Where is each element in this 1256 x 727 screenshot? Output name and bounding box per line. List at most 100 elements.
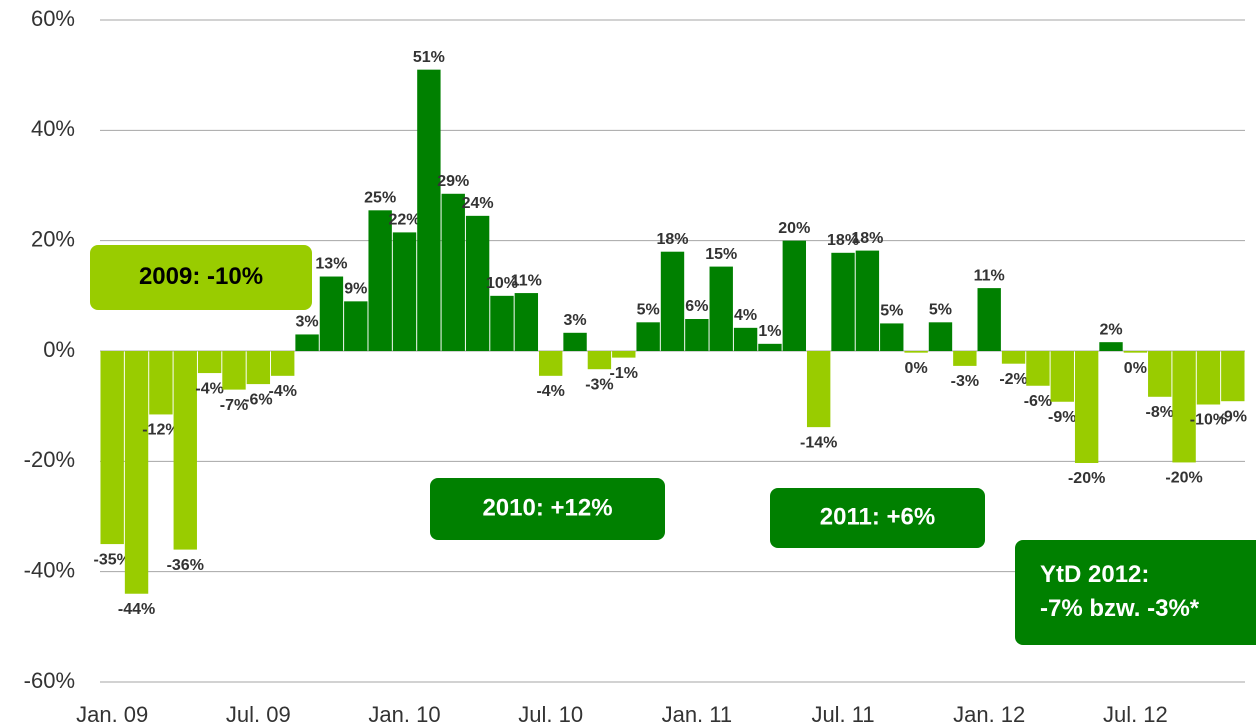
bar [612, 351, 636, 358]
bar [1123, 351, 1148, 353]
annotation-text: 2010: +12% [482, 494, 612, 521]
value-label: 5% [637, 302, 660, 319]
value-label: 9% [344, 281, 367, 298]
value-label: 6% [685, 298, 708, 315]
value-label: 3% [563, 312, 586, 329]
bar [660, 251, 685, 351]
value-label: -4% [536, 383, 564, 400]
bar [1099, 342, 1123, 351]
annotation-box [1015, 540, 1256, 645]
bar [1172, 351, 1196, 463]
bar [733, 327, 758, 351]
value-label: 11% [974, 267, 1005, 284]
bar [1221, 351, 1245, 402]
bar [880, 323, 904, 351]
value-label: 0% [1124, 360, 1147, 377]
value-label: -8% [1146, 404, 1174, 421]
value-label: 20% [778, 220, 810, 237]
value-label: -6% [1024, 393, 1052, 410]
x-tick-label: Jan. 11 [662, 702, 733, 727]
value-label: 18% [851, 230, 883, 247]
value-label: 1% [758, 323, 781, 340]
value-label: 0% [905, 360, 928, 377]
y-tick-label: 60% [31, 6, 75, 31]
bar [441, 193, 465, 351]
x-tick-label: Jan. 10 [368, 702, 440, 727]
value-label: -10% [1190, 412, 1227, 429]
x-tick-label: Jul. 10 [518, 702, 583, 727]
bar [490, 295, 514, 351]
value-label: 29% [437, 173, 469, 190]
x-tick-label: Jan. 12 [953, 702, 1025, 727]
bar [758, 343, 782, 351]
bar [636, 322, 660, 351]
bar [904, 351, 928, 353]
bar [1196, 351, 1221, 405]
bar [465, 215, 490, 351]
value-label: 4% [734, 307, 757, 324]
x-tick-label: Jul. 11 [811, 702, 874, 727]
bar [392, 232, 417, 351]
value-label: 2% [1099, 321, 1122, 338]
bar [368, 210, 392, 351]
value-label: -20% [1068, 470, 1105, 487]
value-label: 25% [364, 190, 396, 207]
bar [100, 351, 124, 545]
bar [831, 252, 855, 351]
value-label: -3% [585, 376, 613, 393]
value-label: -1% [610, 365, 638, 382]
value-label: 5% [929, 302, 952, 319]
value-label: -3% [951, 373, 979, 390]
value-label: -4% [268, 383, 296, 400]
value-label: -9% [1048, 409, 1076, 426]
value-label: 11% [511, 272, 542, 289]
value-label: -9% [1219, 408, 1247, 425]
value-label: 5% [880, 303, 903, 320]
bar [1074, 351, 1099, 463]
bar [1026, 351, 1050, 386]
value-label: -14% [800, 434, 837, 451]
bar [538, 351, 563, 376]
bar [806, 351, 831, 428]
bar [1148, 351, 1172, 397]
bar [709, 266, 733, 351]
value-label: 13% [315, 256, 347, 273]
bar [928, 322, 953, 351]
value-label: 15% [705, 246, 737, 263]
y-tick-label: -40% [24, 557, 75, 582]
y-tick-label: -60% [24, 668, 75, 693]
value-label: -44% [118, 601, 155, 618]
value-label: 22% [389, 212, 421, 229]
value-label: -35% [94, 551, 131, 568]
value-label: 10% [486, 275, 518, 292]
value-label: -4% [195, 380, 223, 397]
bar [222, 351, 246, 390]
bar [1050, 351, 1074, 402]
bar [246, 351, 271, 385]
bar [271, 351, 295, 376]
bar [977, 288, 1001, 351]
value-label: -6% [244, 391, 272, 408]
bar [149, 351, 173, 415]
bar [197, 351, 222, 374]
value-label: -20% [1165, 470, 1202, 487]
value-label: 24% [462, 195, 494, 212]
value-label: -2% [999, 371, 1027, 388]
value-label: 51% [413, 49, 445, 66]
bar [782, 240, 807, 351]
annotation-text: 2011: +6% [820, 503, 935, 530]
bar [514, 293, 539, 351]
y-tick-label: 20% [31, 226, 75, 251]
y-tick-label: 0% [43, 337, 75, 362]
x-tick-label: Jul. 12 [1103, 702, 1168, 727]
y-tick-label: 40% [31, 116, 75, 141]
bar [295, 334, 319, 351]
value-label: -7% [220, 397, 248, 414]
bar [953, 351, 977, 366]
annotation-box [770, 488, 985, 548]
bar [685, 319, 709, 351]
value-label: 3% [296, 314, 319, 331]
annotation-text: -7% bzw. -3%* [1040, 595, 1200, 622]
bar [344, 301, 368, 351]
